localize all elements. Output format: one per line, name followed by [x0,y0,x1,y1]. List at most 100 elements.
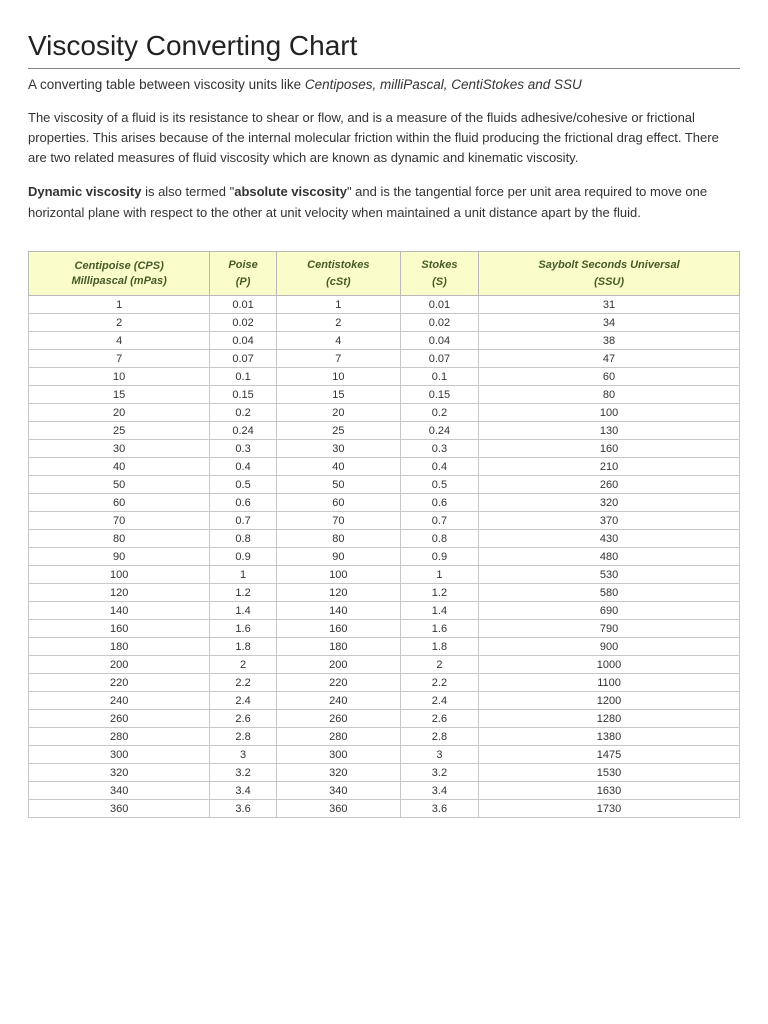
table-cell: 47 [479,350,740,368]
table-row: 70.0770.0747 [29,350,740,368]
table-cell: 0.02 [400,314,478,332]
table-cell: 2 [400,656,478,674]
subtitle: A converting table between viscosity uni… [28,77,740,92]
table-cell: 4 [276,332,400,350]
table-cell: 210 [479,458,740,476]
table-cell: 38 [479,332,740,350]
table-header: Centipoise (CPS) Millipascal (mPas) Poise (… [29,251,740,296]
table-cell: 320 [29,764,210,782]
table-cell: 1.6 [210,620,277,638]
table-cell: 7 [276,350,400,368]
table-cell: 580 [479,584,740,602]
table-cell: 40 [276,458,400,476]
table-cell: 300 [276,746,400,764]
table-row: 3403.43403.41630 [29,782,740,800]
table-cell: 1 [29,296,210,314]
table-cell: 0.15 [210,386,277,404]
table-cell: 220 [29,674,210,692]
table-cell: 0.07 [400,350,478,368]
column-name: Saybolt Seconds Universal [538,259,679,271]
table-cell: 280 [276,728,400,746]
table-row: 20.0220.0234 [29,314,740,332]
table-cell: 530 [479,566,740,584]
table-cell: 60 [479,368,740,386]
table-cell: 0.7 [210,512,277,530]
table-cell: 160 [29,620,210,638]
table-cell: 31 [479,296,740,314]
table-cell: 0.1 [210,368,277,386]
table-row: 10011001530 [29,566,740,584]
table-row: 2602.62602.61280 [29,710,740,728]
table-cell: 100 [29,566,210,584]
table-row: 800.8800.8430 [29,530,740,548]
page-title: Viscosity Converting Chart [28,30,740,62]
table-cell: 40 [29,458,210,476]
table-row: 600.6600.6320 [29,494,740,512]
subtitle-italic: Centiposes, milliPascal, CentiStokes and… [305,77,582,92]
column-name: Poise [228,259,257,271]
column-unit: (P) [214,275,272,290]
table-cell: 0.01 [400,296,478,314]
table-cell: 1.6 [400,620,478,638]
table-cell: 34 [479,314,740,332]
table-cell: 320 [479,494,740,512]
table-cell: 180 [29,638,210,656]
table-cell: 2.4 [400,692,478,710]
table-cell: 2.2 [400,674,478,692]
table-cell: 340 [29,782,210,800]
column-header: Stokes(S) [400,251,478,296]
column-header: Centipoise (CPS) Millipascal (mPas) [29,251,210,296]
table-cell: 0.9 [210,548,277,566]
table-cell: 4 [29,332,210,350]
table-row: 700.7700.7370 [29,512,740,530]
table-row: 900.9900.9480 [29,548,740,566]
table-row: 10.0110.0131 [29,296,740,314]
table-cell: 280 [29,728,210,746]
table-cell: 100 [479,404,740,422]
table-cell: 140 [276,602,400,620]
table-cell: 2.4 [210,692,277,710]
column-name: Centipoise (CPS) [75,260,164,272]
table-cell: 340 [276,782,400,800]
column-unit: (cSt) [281,275,396,290]
table-cell: 0.1 [400,368,478,386]
table-cell: 1.2 [210,584,277,602]
table-cell: 25 [276,422,400,440]
table-row: 2202.22202.21100 [29,674,740,692]
table-cell: 0.01 [210,296,277,314]
table-cell: 260 [276,710,400,728]
table-cell: 90 [276,548,400,566]
table-cell: 360 [29,800,210,818]
table-cell: 20 [29,404,210,422]
column-name: Millipascal (mPas) [71,275,166,287]
table-cell: 0.6 [210,494,277,512]
term-dynamic-viscosity: Dynamic viscosity [28,184,141,199]
table-cell: 80 [479,386,740,404]
table-cell: 200 [29,656,210,674]
table-cell: 100 [276,566,400,584]
table-cell: 50 [276,476,400,494]
table-cell: 10 [29,368,210,386]
column-header: Poise (P) [210,251,277,296]
table-cell: 320 [276,764,400,782]
table-row: 200.2200.2100 [29,404,740,422]
table-cell: 15 [29,386,210,404]
table-cell: 120 [29,584,210,602]
table-row: 2802.82802.81380 [29,728,740,746]
table-cell: 1530 [479,764,740,782]
table-cell: 90 [29,548,210,566]
table-cell: 80 [276,530,400,548]
table-cell: 790 [479,620,740,638]
column-unit: (S) [405,275,474,290]
divider [28,68,740,69]
table-cell: 260 [29,710,210,728]
table-cell: 2.8 [400,728,478,746]
table-cell: 0.04 [400,332,478,350]
table-cell: 80 [29,530,210,548]
table-row: 3203.23203.21530 [29,764,740,782]
table-cell: 1380 [479,728,740,746]
table-cell: 0.07 [210,350,277,368]
table-cell: 0.4 [400,458,478,476]
table-cell: 0.3 [210,440,277,458]
table-row: 1801.81801.8900 [29,638,740,656]
